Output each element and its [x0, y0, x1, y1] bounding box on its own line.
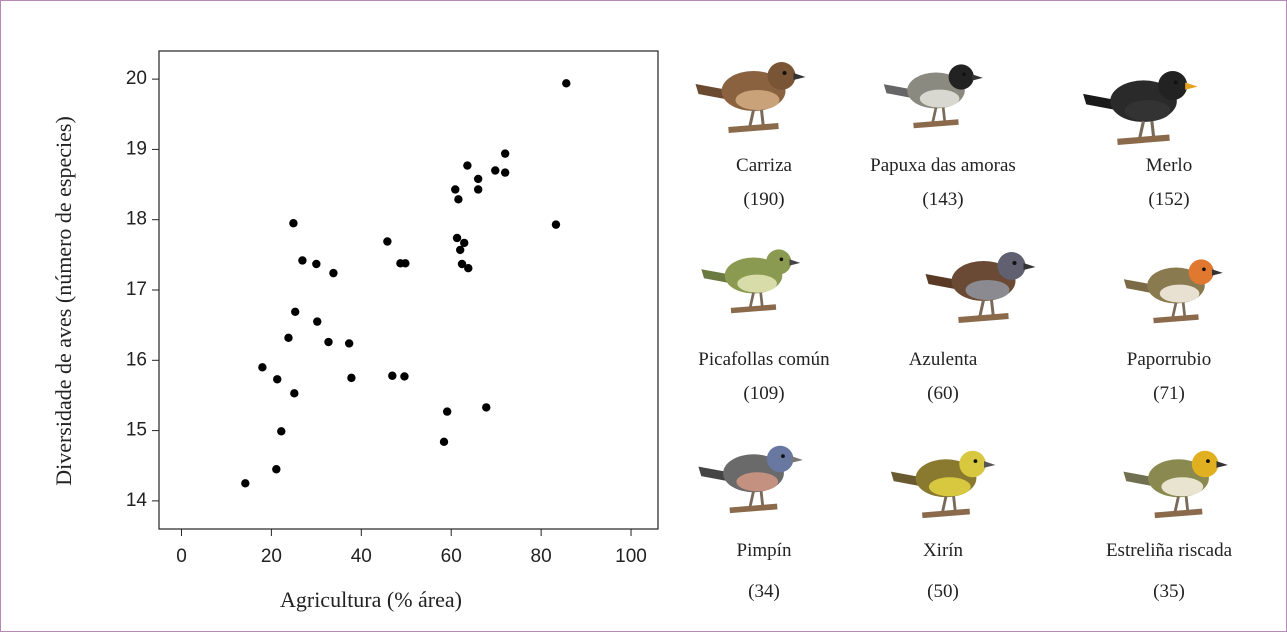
point [258, 363, 267, 372]
x-tick-label: 40 [351, 546, 372, 567]
bird-image [926, 252, 1036, 320]
bird-image [891, 451, 996, 516]
bird-count: (143) [922, 189, 963, 210]
point [400, 372, 409, 381]
point [491, 166, 500, 175]
bird-count: (50) [927, 581, 959, 602]
bird-name: Papuxa das amoras [870, 155, 1016, 176]
point [454, 195, 463, 204]
point [401, 259, 410, 268]
point [551, 220, 561, 229]
point [452, 233, 462, 243]
y-axis-label: Diversidade de aves (número de especies) [51, 116, 76, 486]
point [329, 268, 338, 278]
bird-image [1123, 451, 1228, 516]
point [482, 403, 491, 412]
point [273, 375, 282, 384]
point [500, 149, 510, 158]
point [383, 237, 392, 246]
bird-name: Paporrubio [1127, 349, 1211, 370]
bird-images [696, 62, 1228, 515]
point [388, 371, 397, 380]
bird-name: Merlo [1146, 155, 1192, 176]
y-tick-label: 15 [126, 420, 147, 441]
y-tick-label: 18 [126, 209, 147, 230]
x-tick-label: 100 [615, 546, 647, 567]
point [439, 437, 449, 447]
bird-name: Carriza [736, 155, 792, 176]
point [500, 168, 510, 177]
bird-image [696, 62, 806, 130]
bird-count: (35) [1153, 581, 1185, 602]
point [313, 317, 322, 326]
y-tick-label: 20 [126, 68, 147, 89]
point [455, 245, 465, 255]
y-tick-label: 14 [126, 490, 148, 511]
point [473, 185, 483, 194]
bird-name: Azulenta [909, 349, 978, 370]
point [324, 337, 333, 347]
x-tick-label: 0 [176, 546, 187, 567]
bird-image [698, 446, 803, 511]
x-tick-label: 60 [441, 546, 462, 567]
x-tick-label: 20 [261, 546, 282, 567]
bird-count: (71) [1153, 383, 1185, 404]
bird-name: Picafollas común [698, 349, 830, 370]
bird-name: Estreliña riscada [1106, 540, 1233, 561]
point [460, 238, 469, 248]
bird-image [1083, 71, 1198, 142]
bird-image [701, 249, 800, 310]
point [298, 256, 307, 265]
point [457, 259, 467, 269]
point [442, 407, 452, 416]
x-axis-label: Agricultura (% área) [280, 587, 462, 612]
bird-name: Xirín [923, 540, 964, 561]
x-tick-label: 80 [531, 546, 552, 567]
point [562, 79, 571, 88]
point [289, 219, 298, 228]
point [344, 339, 354, 348]
bird-count: (60) [927, 383, 959, 404]
point [473, 174, 483, 184]
point [272, 465, 281, 474]
point [463, 161, 472, 170]
bird-image [1124, 259, 1223, 320]
point [241, 479, 250, 488]
y-tick-label: 19 [126, 138, 147, 159]
point [284, 333, 293, 342]
bird-count: (152) [1148, 189, 1189, 210]
point [464, 264, 473, 273]
bird-name: Pimpín [737, 540, 792, 561]
point [277, 427, 286, 436]
y-tick-label: 16 [126, 349, 147, 370]
bird-count: (34) [748, 581, 780, 602]
point [347, 373, 356, 383]
point [291, 307, 300, 316]
point [290, 389, 299, 398]
bird-count: (190) [743, 189, 784, 210]
point [312, 259, 321, 269]
plot-frame [158, 50, 659, 530]
bird-count: (109) [743, 383, 784, 404]
y-tick-label: 17 [126, 279, 147, 300]
bird-image [884, 64, 983, 125]
point [451, 185, 460, 194]
